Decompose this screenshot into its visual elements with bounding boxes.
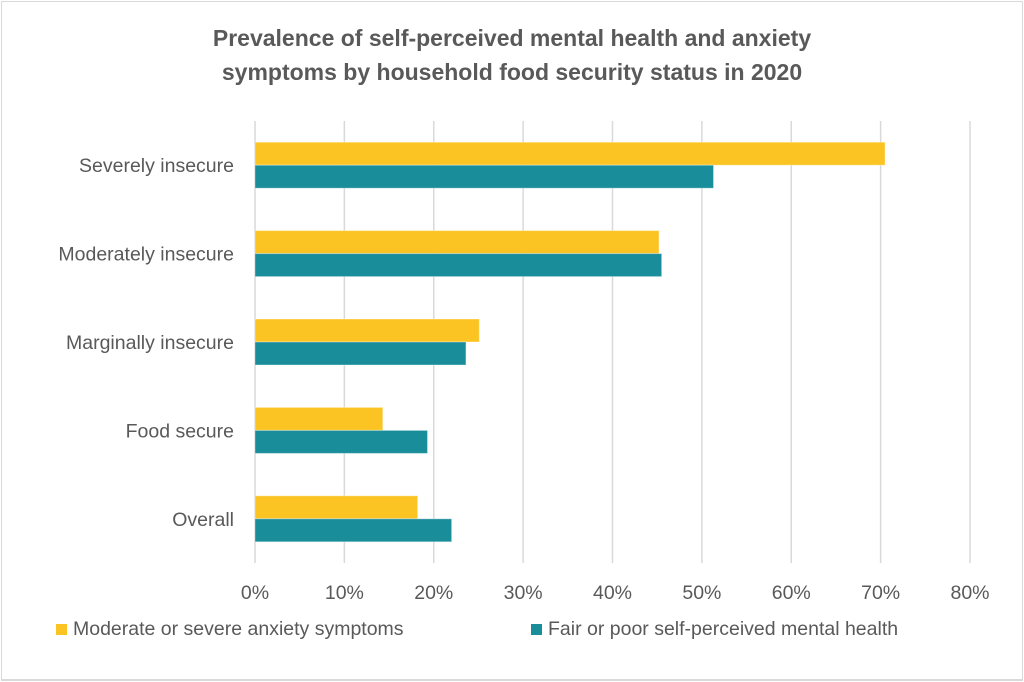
bar-mental-health (254, 164, 714, 189)
y-category-label: Moderately insecure (58, 244, 234, 266)
bar-anxiety (254, 141, 886, 166)
x-tick-label: 30% (504, 582, 543, 604)
x-tick-label: 20% (414, 582, 453, 604)
x-tick-label: 40% (593, 582, 632, 604)
bar-mental-health (254, 429, 428, 454)
legend-item-mental-health: Fair or poor self-perceived mental healt… (531, 618, 898, 641)
bar-anxiety (254, 495, 419, 520)
x-axis-ticks: 0% 10% 20% 30% 40% 50% 60% 70% 80% (241, 582, 990, 604)
y-category-label: Severely insecure (79, 155, 234, 177)
x-tick-label: 60% (772, 582, 811, 604)
bar-mental-health (254, 341, 467, 366)
bars (254, 141, 886, 543)
bar-anxiety (254, 230, 660, 255)
x-tick-label: 10% (325, 582, 364, 604)
chart-title-line-2: symptoms by household food security stat… (221, 59, 803, 85)
x-tick-label: 0% (241, 582, 269, 604)
x-tick-label: 70% (861, 582, 900, 604)
chart-title: Prevalence of self-perceived mental heal… (0, 21, 1024, 89)
bar-mental-health (254, 518, 453, 543)
x-tick-label: 80% (950, 582, 989, 604)
bar-mental-health (254, 253, 663, 278)
y-category-label: Overall (172, 509, 234, 531)
y-category-label: Marginally insecure (66, 332, 234, 354)
legend-swatch-mental-health (531, 624, 542, 635)
y-category-label: Food secure (126, 420, 234, 442)
bar-anxiety (254, 406, 384, 431)
legend-swatch-anxiety (56, 624, 67, 635)
legend-label-anxiety: Moderate or severe anxiety symptoms (73, 618, 404, 640)
legend: Moderate or severe anxiety symptoms Fair… (0, 618, 1024, 648)
x-tick-label: 50% (682, 582, 721, 604)
legend-item-anxiety: Moderate or severe anxiety symptoms (56, 618, 404, 641)
chart-title-line-1: Prevalence of self-perceived mental heal… (212, 25, 812, 51)
y-axis-categories: Severely insecure Moderately insecure Marg… (58, 155, 234, 531)
legend-label-mental-health: Fair or poor self-perceived mental healt… (548, 618, 899, 640)
bar-anxiety (254, 318, 480, 343)
